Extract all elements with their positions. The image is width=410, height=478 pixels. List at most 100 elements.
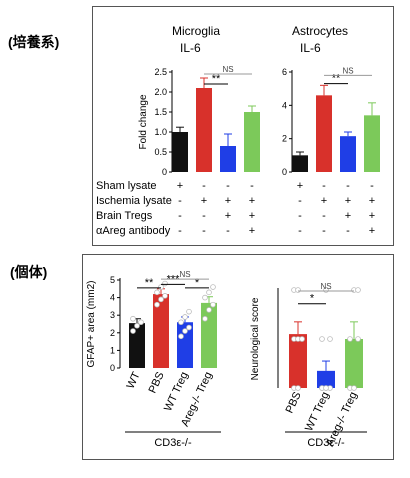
treatment-row-label: αAreg antibody xyxy=(96,225,171,237)
data-point xyxy=(210,301,216,308)
treatment-mark: + xyxy=(345,195,351,207)
treatment-mark: - xyxy=(250,180,254,192)
significance-label: NS xyxy=(222,65,233,74)
treatment-mark: + xyxy=(297,180,303,192)
data-point xyxy=(206,289,212,296)
y-tick-label: 2.0 xyxy=(154,87,167,97)
data-point xyxy=(355,336,361,342)
data-point xyxy=(186,308,192,315)
treatment-row-label: Brain Tregs xyxy=(96,210,153,222)
data-point xyxy=(178,333,184,340)
data-point xyxy=(295,287,301,293)
data-point xyxy=(182,328,188,334)
y-tick-label: 4 xyxy=(110,293,115,303)
treatment-mark: + xyxy=(201,195,207,207)
data-point xyxy=(327,336,333,342)
y-tick-label: 0 xyxy=(162,167,167,177)
treatment-mark: - xyxy=(202,225,206,237)
y-tick-label: 6 xyxy=(282,67,287,77)
treatment-mark: - xyxy=(298,210,302,222)
x-tick-label: WT xyxy=(125,370,143,391)
treatment-mark: + xyxy=(249,225,255,237)
chart-1: Astrocytes IL-6 0 2 4 6 **NS xyxy=(282,24,380,177)
x-tick-label: PBS xyxy=(147,370,167,395)
data-point xyxy=(158,296,164,303)
y-tick-label: 1 xyxy=(110,345,115,355)
treatment-mark: + xyxy=(225,210,231,222)
treatment-mark: - xyxy=(298,195,302,207)
bar xyxy=(172,132,188,172)
data-point xyxy=(130,315,136,322)
data-point xyxy=(154,289,160,296)
treatment-mark: - xyxy=(322,225,326,237)
y-axis-label: GFAP+ area (mm2) xyxy=(86,281,97,368)
chart-subtitle: IL-6 xyxy=(300,41,321,55)
y-tick-label: 0 xyxy=(282,167,287,177)
culture-section-label: (培養系) xyxy=(8,34,60,50)
treatment-mark: + xyxy=(369,210,375,222)
bar xyxy=(345,339,363,388)
data-point xyxy=(210,284,216,290)
treatment-mark: + xyxy=(249,195,255,207)
data-point xyxy=(347,336,353,342)
chart-subtitle: IL-6 xyxy=(180,41,201,55)
treatment-mark: - xyxy=(370,180,374,192)
treatment-mark: - xyxy=(202,180,206,192)
bar xyxy=(129,323,145,368)
bar xyxy=(244,112,260,172)
treatment-mark: + xyxy=(369,225,375,237)
y-tick-label: 1.5 xyxy=(154,107,167,117)
significance-label: NS xyxy=(179,270,190,279)
data-point xyxy=(319,336,325,342)
data-point xyxy=(355,287,361,293)
treatment-mark: + xyxy=(225,195,231,207)
y-tick-label: 2.5 xyxy=(154,67,167,77)
significance-label: ** xyxy=(332,73,341,85)
data-point xyxy=(162,293,168,299)
treatment-mark: - xyxy=(346,180,350,192)
bar xyxy=(289,334,307,388)
bar xyxy=(364,115,380,172)
significance-label: * xyxy=(195,277,200,289)
data-point xyxy=(138,319,144,326)
data-point xyxy=(299,336,305,342)
group-label: CD3ε-/- xyxy=(307,437,345,449)
data-point xyxy=(186,324,192,331)
chart-title: Astrocytes xyxy=(292,24,348,38)
group-label: CD3ε-/- xyxy=(154,437,192,449)
treatment-mark: - xyxy=(322,180,326,192)
treatment-mark: - xyxy=(202,210,206,222)
treatment-mark: - xyxy=(178,225,182,237)
data-point xyxy=(130,328,136,334)
chart-title: Microglia xyxy=(172,24,220,38)
data-point xyxy=(158,284,164,290)
treatment-mark: - xyxy=(178,195,182,207)
bar xyxy=(220,146,236,172)
bar xyxy=(196,88,212,172)
significance-label: ** xyxy=(212,73,221,85)
data-point xyxy=(134,322,140,329)
y-tick-label: 5 xyxy=(110,275,115,285)
bar xyxy=(153,294,169,368)
significance-label: NS xyxy=(342,66,353,75)
data-point xyxy=(202,315,208,322)
bar xyxy=(340,136,356,172)
y-axis-label: Fold change xyxy=(138,94,149,149)
culture-panel-frame xyxy=(92,6,394,246)
invivo-panel-frame xyxy=(82,254,394,460)
invivo-section-label: (個体) xyxy=(10,264,48,280)
bar xyxy=(292,155,308,172)
treatment-mark: - xyxy=(298,225,302,237)
treatment-mark: + xyxy=(345,210,351,222)
y-tick-label: 2 xyxy=(282,134,287,144)
treatment-row-label: Sham lysate xyxy=(96,180,157,192)
bar xyxy=(317,370,335,388)
treatment-mark: - xyxy=(178,210,182,222)
x-tick-label: WT Treg xyxy=(303,390,332,433)
x-tick-label: PBS xyxy=(284,390,304,415)
data-point xyxy=(182,314,188,320)
significance-label: ** xyxy=(145,277,154,289)
y-tick-label: 0 xyxy=(110,363,115,373)
